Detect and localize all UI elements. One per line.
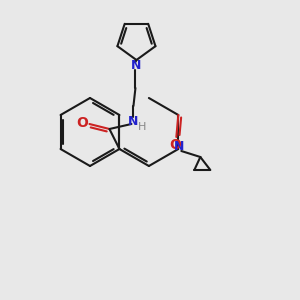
Text: N: N [174, 140, 184, 154]
Text: H: H [138, 122, 147, 132]
Text: N: N [128, 116, 139, 128]
Text: N: N [131, 59, 142, 73]
Text: O: O [76, 116, 88, 130]
Text: O: O [169, 138, 181, 152]
